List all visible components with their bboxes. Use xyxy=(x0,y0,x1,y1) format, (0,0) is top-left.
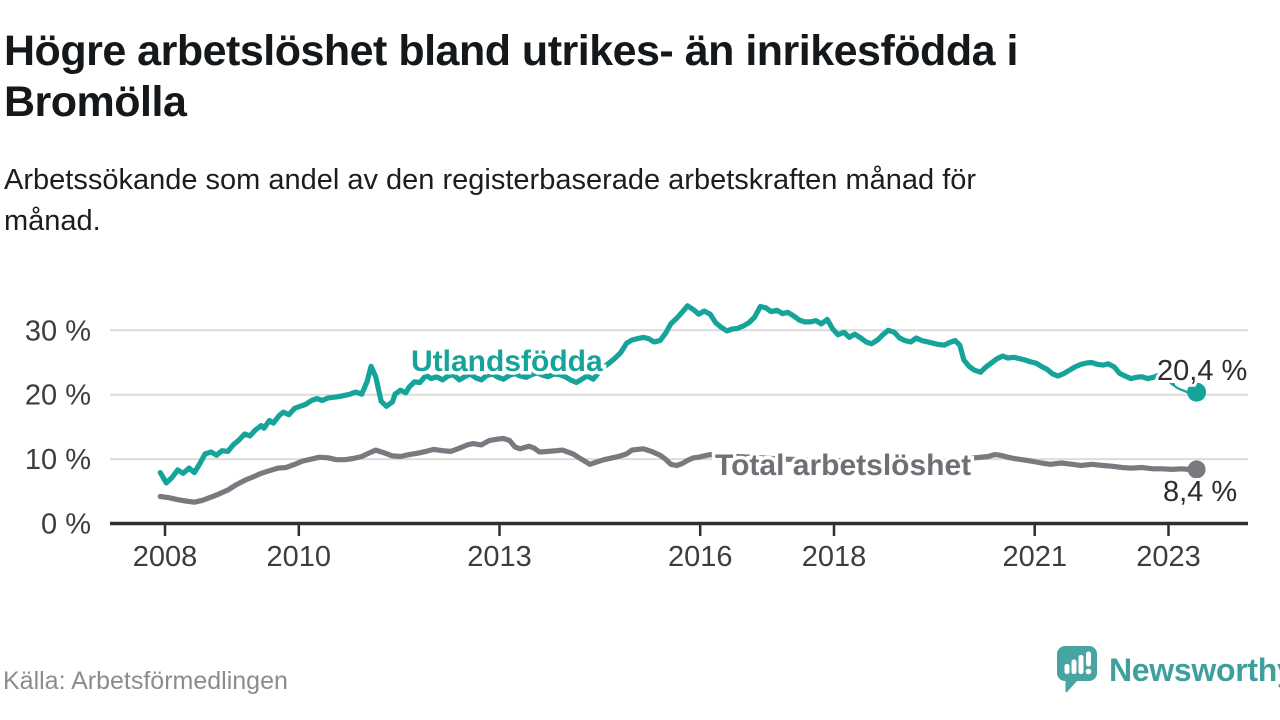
page-subtitle-line-2: månad. xyxy=(4,205,101,237)
y-axis-tick-label: 10 % xyxy=(25,444,91,476)
series-line-total xyxy=(157,435,1200,505)
series-label-utlandsfodda: Utlandsfödda xyxy=(411,345,603,378)
page-subtitle: Arbetssökande som andel av den registerb… xyxy=(4,160,976,242)
source-note: Källa: Arbetsförmedlingen xyxy=(3,667,288,695)
newsworthy-logo-text: Newsworthy xyxy=(1109,651,1280,688)
series-label-total: Total arbetslöshet xyxy=(715,449,971,482)
x-axis-tick-label: 2018 xyxy=(802,541,867,573)
page-title-line-1: Högre arbetslöshet bland utrikes- än inr… xyxy=(4,27,1018,75)
page-title-line-2: Bromölla xyxy=(4,78,187,126)
x-axis-tick-label: 2008 xyxy=(133,541,198,573)
x-axis-tick-label: 2023 xyxy=(1136,541,1201,573)
end-value-label-total: 8,4 % xyxy=(1163,476,1237,508)
end-connector-utlandsfodda xyxy=(1164,376,1196,402)
x-axis-tick-label: 2016 xyxy=(668,541,733,573)
end-value-label-utlandsfodda: 20,4 % xyxy=(1157,355,1247,387)
x-axis-tick-label: 2021 xyxy=(1002,541,1067,573)
newsworthy-speech-bubble-bar-chart-icon xyxy=(1057,646,1097,693)
y-axis-tick-label: 0 % xyxy=(41,509,91,541)
series-line-utlandsfodda xyxy=(157,303,1168,486)
x-axis-tick-label: 2013 xyxy=(467,541,532,573)
page-title: Högre arbetslöshet bland utrikes- än inr… xyxy=(4,26,1018,128)
x-axis-tick-label: 2010 xyxy=(267,541,332,573)
end-dot-utlandsfodda xyxy=(1187,382,1207,402)
newsworthy-logo: Newsworthy xyxy=(1056,645,1280,695)
y-axis-tick-label: 30 % xyxy=(25,315,91,347)
y-axis-tick-label: 20 % xyxy=(25,380,91,412)
end-dot-total xyxy=(1187,460,1206,479)
page-subtitle-line-1: Arbetssökande som andel av den registerb… xyxy=(4,164,977,196)
